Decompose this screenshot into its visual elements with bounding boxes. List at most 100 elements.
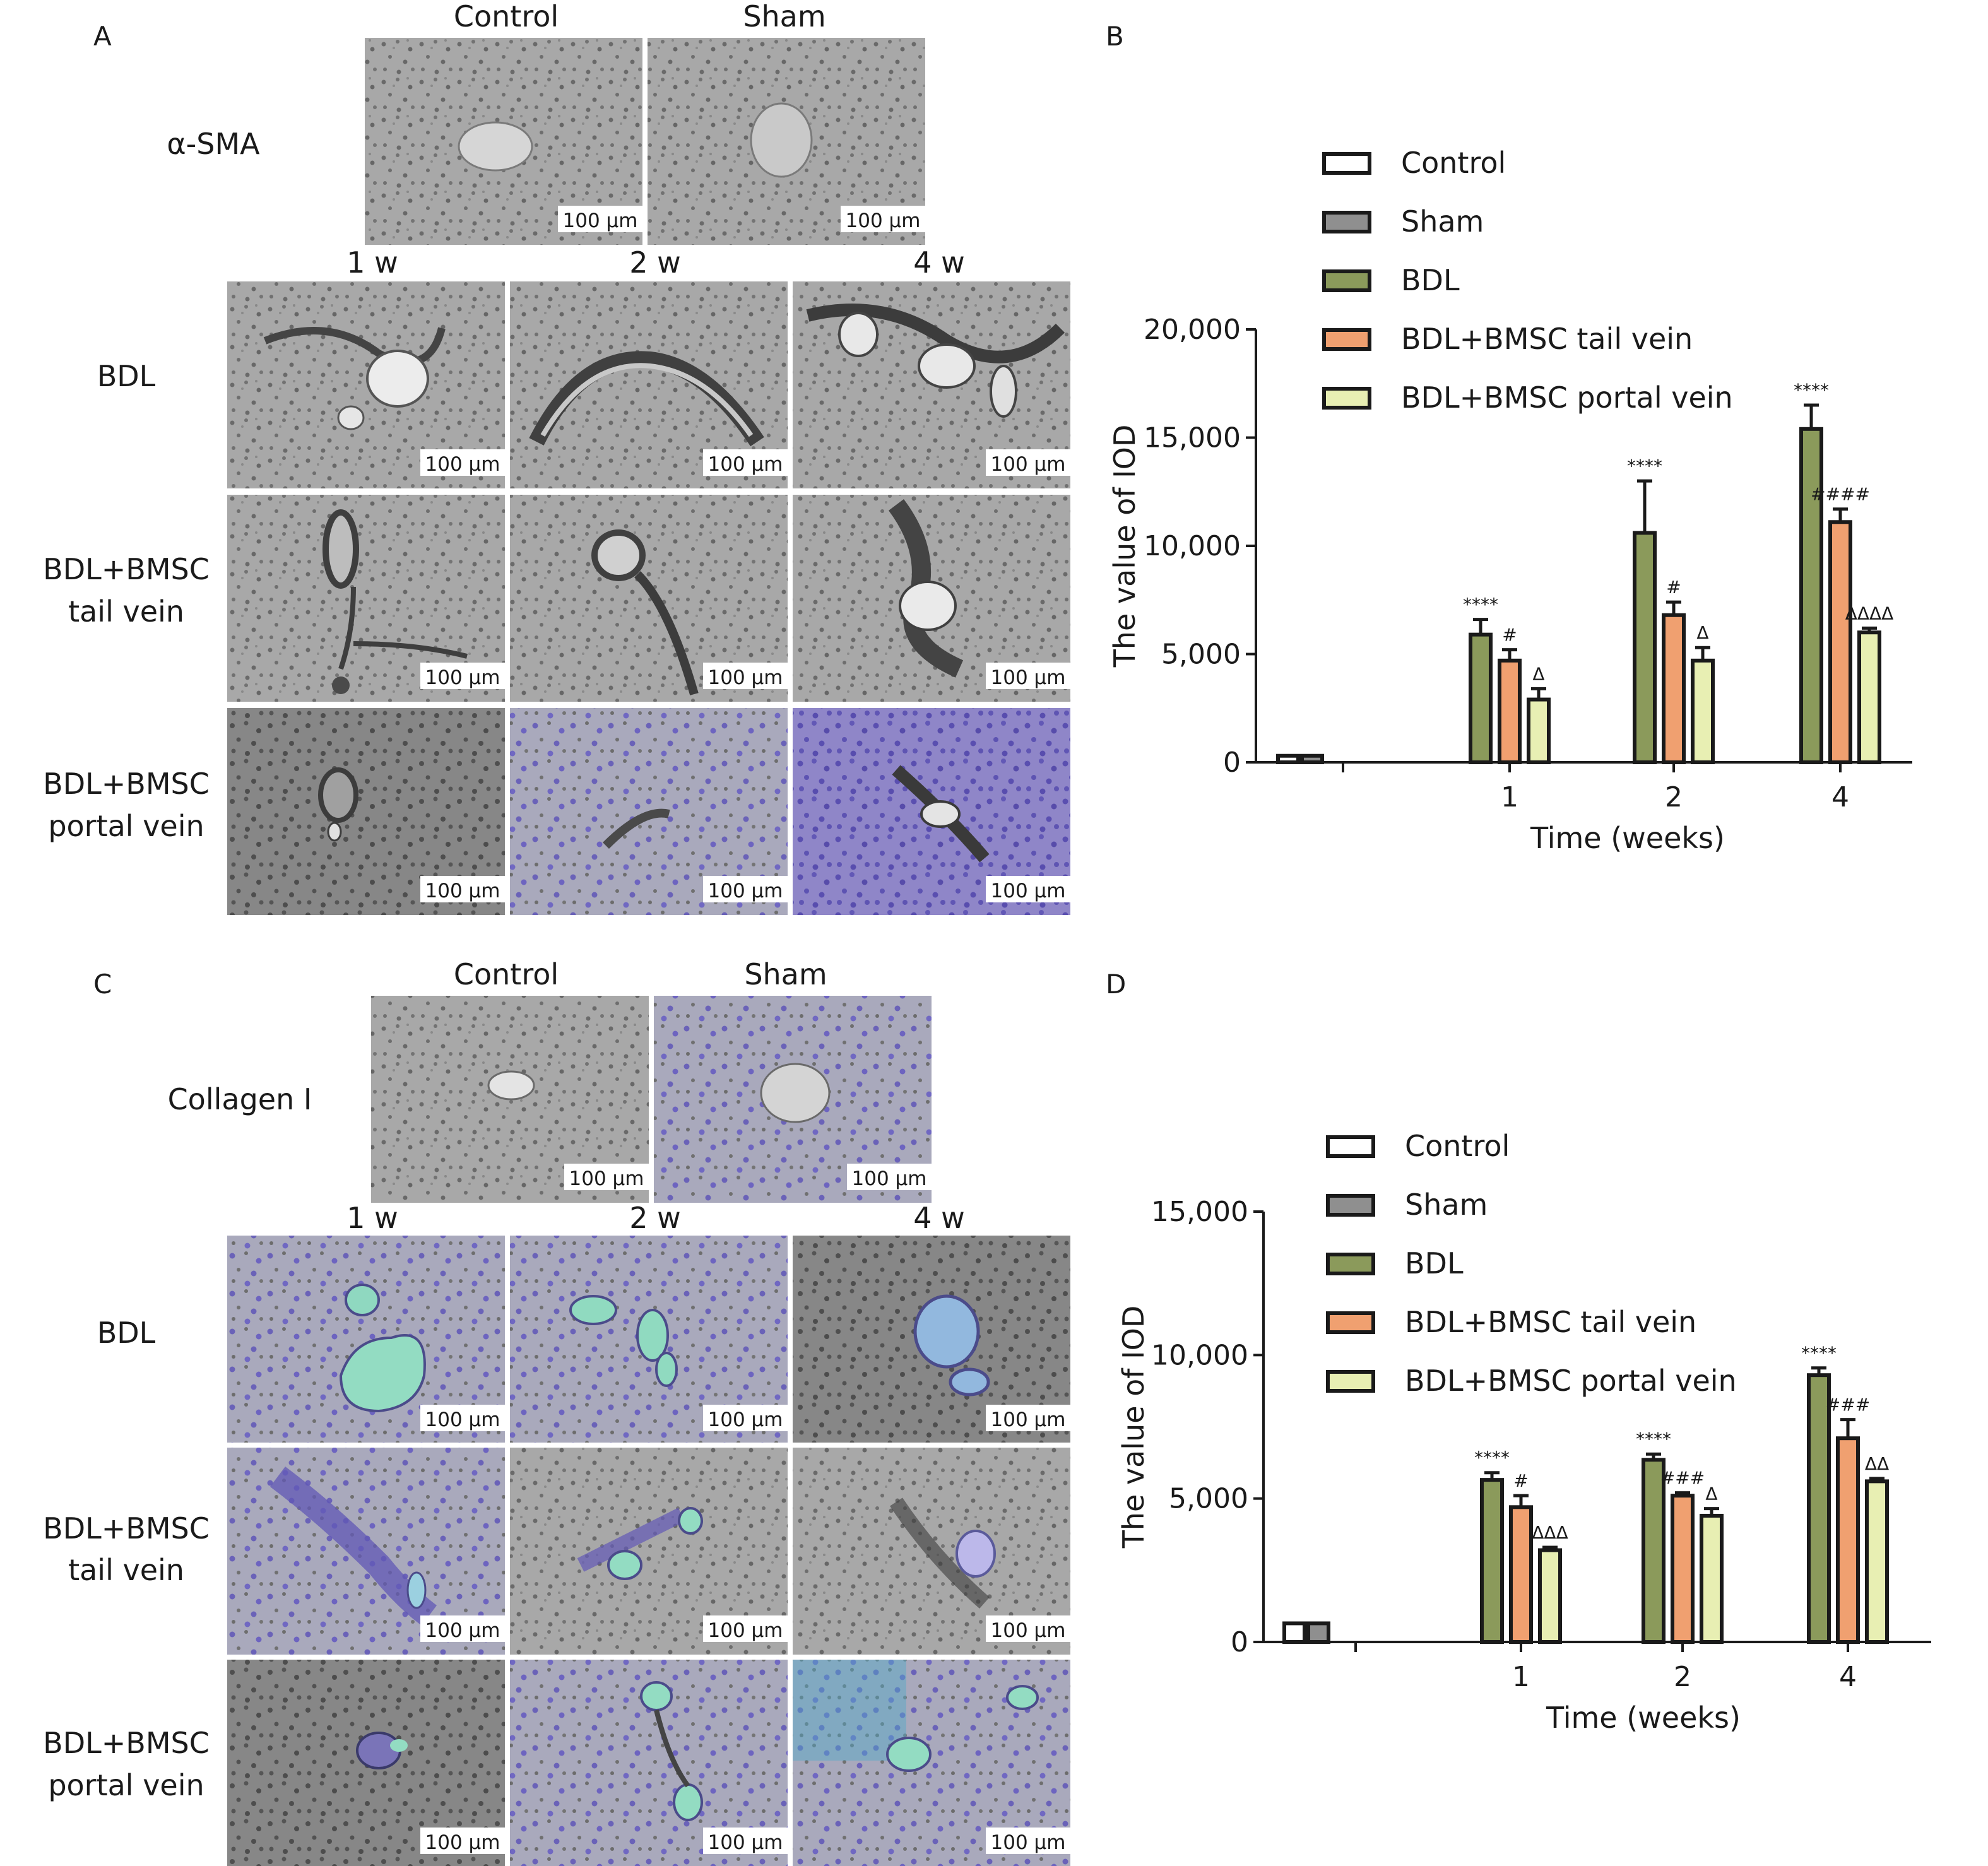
panel-a-row-portal-line2: portal vein — [48, 809, 204, 843]
micrograph-a-control: 100 µm — [365, 38, 642, 245]
y-axis-title: The value of IOD — [1116, 1306, 1151, 1549]
x-tick-label: 4 — [1839, 1661, 1857, 1693]
y-tick-label: 0 — [1223, 747, 1241, 779]
bar-series-0 — [1469, 632, 1493, 764]
scale-bar-label: 100 µm — [708, 453, 783, 476]
bar-series-0 — [1480, 1478, 1504, 1644]
bar-series-2 — [1527, 697, 1551, 765]
bar-series-2 — [1691, 658, 1715, 765]
micrograph-a-bdl-1w: 100 µm — [227, 281, 505, 488]
scale-bar-label: 100 µm — [991, 880, 1066, 902]
scale-bar-box — [703, 1615, 788, 1642]
legend-label: BDL — [1405, 1246, 1464, 1280]
scale-bar-box — [420, 876, 505, 902]
significance-label: # — [1513, 1470, 1528, 1491]
y-tick-label: 15,000 — [1151, 1196, 1248, 1228]
scale-bar-label: 100 µm — [425, 1619, 500, 1642]
significance-label: ### — [1826, 1395, 1870, 1415]
scale-bar-label: 100 µm — [425, 1408, 500, 1431]
scale-bar-label: 100 µm — [708, 666, 783, 689]
bar-series-1 — [1828, 520, 1852, 765]
legend-label: BDL+BMSC tail vein — [1405, 1305, 1696, 1339]
significance-label: Δ — [1532, 663, 1544, 684]
panel-b-letter: B — [1106, 21, 1124, 52]
significance-label: # — [1666, 577, 1681, 598]
panel-a-row-bdl: BDL — [97, 359, 156, 393]
panel-d-letter: D — [1106, 969, 1126, 1000]
bar-series-1 — [1671, 1494, 1695, 1645]
legend-label: Control — [1401, 146, 1506, 180]
legend-swatch — [1326, 1370, 1375, 1393]
significance-label: **** — [1636, 1429, 1671, 1450]
scale-bar-box — [986, 449, 1070, 476]
significance-label: # — [1502, 625, 1517, 646]
scale-bar-label: 100 µm — [563, 210, 638, 232]
micrograph-c-bdl-2w: 100 µm — [510, 1236, 788, 1443]
scale-bar-box — [420, 1615, 505, 1642]
scale-bar-label: 100 µm — [425, 453, 500, 476]
panel-c-col-sham: Sham — [744, 957, 827, 991]
scale-bar-box — [420, 663, 505, 689]
scale-bar-box — [986, 1828, 1070, 1854]
y-tick-label: 5,000 — [1169, 1483, 1248, 1515]
micrograph-c-portal-2w: 100 µm — [510, 1660, 788, 1866]
panel-a-marker-label: α-SMA — [167, 127, 260, 161]
panel-b: B 05,00010,00015,00020,0001****#Δ2****#Δ… — [1106, 21, 1912, 855]
x-axis-title: Time (weeks) — [1546, 1701, 1741, 1735]
micrograph-c-bdl-4w: 100 µm — [793, 1236, 1070, 1443]
panel-d: D 05,00010,00015,0001****#ΔΔΔ2****###Δ4*… — [1106, 969, 1931, 1735]
scale-bar-box — [703, 876, 788, 902]
significance-label: **** — [1627, 456, 1662, 476]
scale-bar-label: 100 µm — [991, 1831, 1066, 1854]
micrograph-a-portal-4w: 100 µm — [793, 708, 1070, 915]
scale-bar-label: 100 µm — [852, 1167, 927, 1190]
bar-control — [1282, 1621, 1306, 1645]
micrograph-a-portal-1w: 100 µm — [227, 708, 505, 915]
significance-label: **** — [1801, 1343, 1837, 1364]
micrograph-c-portal-4w: 100 µm — [793, 1660, 1070, 1866]
significance-label: Δ — [1696, 622, 1708, 643]
legend-label: BDL — [1401, 263, 1460, 297]
bar-series-1 — [1509, 1505, 1533, 1644]
micrograph-a-bdl-4w: 100 µm — [793, 281, 1070, 488]
y-tick-label: 5,000 — [1161, 639, 1241, 671]
legend-swatch — [1322, 152, 1371, 175]
scale-bar-box — [986, 876, 1070, 902]
micrograph-c-tail-4w: 100 µm — [793, 1448, 1070, 1655]
panel-a-letter: A — [93, 21, 112, 52]
y-tick-label: 10,000 — [1144, 530, 1241, 562]
y-tick-label: 10,000 — [1151, 1339, 1248, 1371]
legend-swatch — [1326, 1135, 1375, 1158]
micrograph-c-control: 100 µm — [371, 996, 649, 1203]
bar-series-0 — [1799, 427, 1823, 764]
bar-sham — [1300, 753, 1324, 764]
significance-label: ΔΔΔ — [1532, 1522, 1568, 1543]
chart-b: 05,00010,00015,00020,0001****#Δ2****#Δ4*… — [1108, 146, 1912, 855]
scale-bar-box — [986, 663, 1070, 689]
x-tick-label: 1 — [1501, 781, 1518, 813]
micrograph-a-bdl-2w: 100 µm — [510, 281, 788, 488]
micrograph-c-tail-2w: 100 µm — [510, 1448, 788, 1655]
legend-swatch — [1326, 1311, 1375, 1334]
legend-label: Control — [1405, 1129, 1510, 1163]
bar-control — [1276, 753, 1300, 764]
panel-c-col-1w: 1 w — [346, 1201, 398, 1235]
panel-c-marker-label: Collagen I — [168, 1082, 312, 1116]
panel-c-col-control: Control — [454, 957, 559, 991]
bar-series-1 — [1662, 613, 1686, 765]
scale-bar-box — [703, 663, 788, 689]
significance-label: #### — [1811, 484, 1870, 505]
bar-series-1 — [1498, 658, 1522, 765]
bar-sham — [1306, 1621, 1330, 1645]
panel-c-row-portal-line1: BDL+BMSC — [43, 1726, 210, 1760]
significance-label: **** — [1474, 1448, 1510, 1468]
scale-bar-label: 100 µm — [991, 453, 1066, 476]
panel-c-row-bdl: BDL — [97, 1316, 156, 1350]
scale-bar-label: 100 µm — [846, 210, 921, 232]
panel-a-row-tail-line2: tail vein — [68, 594, 184, 629]
legend-label: BDL+BMSC portal vein — [1401, 381, 1733, 415]
micrograph-a-tail-1w: 100 µm — [227, 495, 505, 702]
panel-a-col-control: Control — [454, 0, 559, 33]
scale-bar-label: 100 µm — [708, 880, 783, 902]
